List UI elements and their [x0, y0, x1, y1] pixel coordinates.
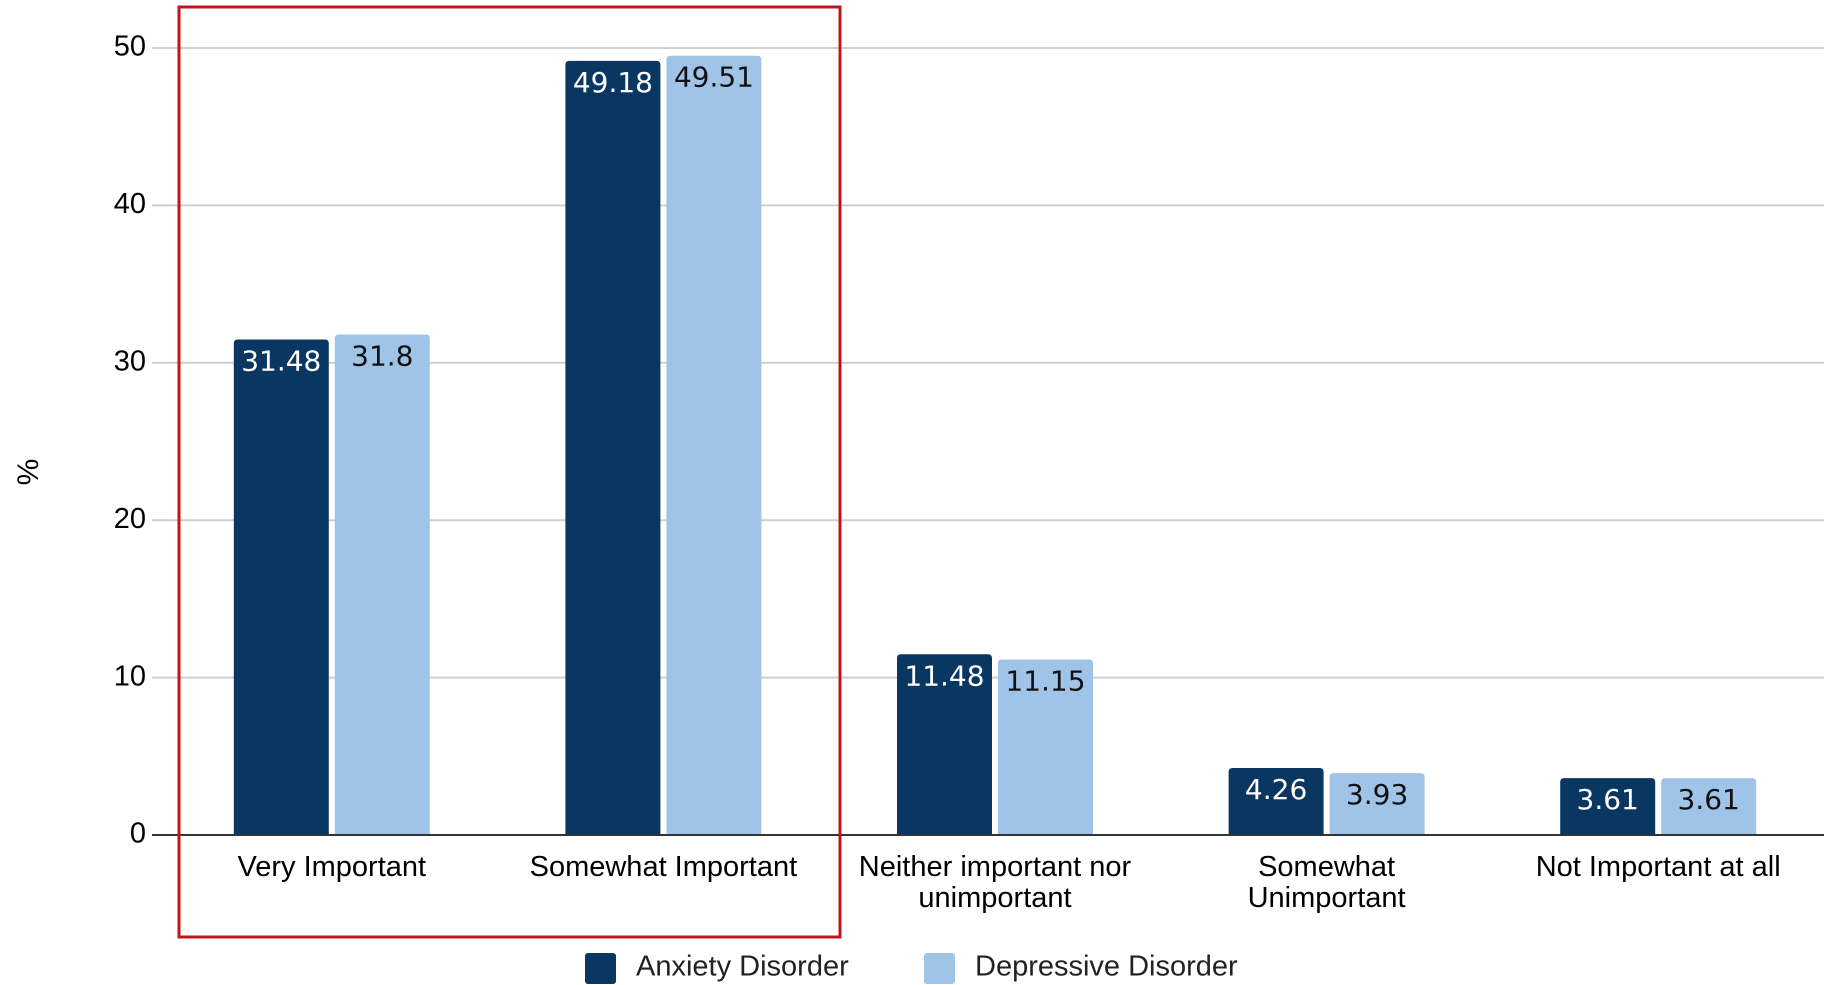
- y-axis-title: %: [12, 459, 45, 486]
- bar: [998, 659, 1093, 835]
- data-label: 3.61: [1678, 783, 1740, 816]
- bar: [1661, 778, 1757, 835]
- x-category-label: Somewhat: [1258, 851, 1395, 883]
- y-tick-label: 20: [114, 503, 146, 535]
- y-axis-ticks: 0 10 20 30 40 50: [114, 31, 166, 850]
- bar: [1560, 778, 1656, 835]
- legend: Anxiety Disorder Depressive Disorder: [585, 951, 1238, 984]
- x-category-label: Not Important at all: [1536, 851, 1781, 883]
- data-label: 49.18: [573, 66, 653, 99]
- y-tick-label: 40: [114, 188, 146, 220]
- x-category-label: unimportant: [918, 882, 1071, 914]
- y-tick-label: 30: [114, 345, 146, 377]
- legend-swatch: [585, 953, 616, 984]
- data-label: 31.8: [351, 339, 413, 372]
- highlight-box: [177, 5, 842, 939]
- y-tick-label: 10: [114, 660, 146, 692]
- gridlines: [166, 47, 1824, 679]
- bar: [666, 55, 762, 836]
- data-label: 11.48: [904, 659, 984, 692]
- data-label: 49.51: [674, 61, 754, 94]
- x-category-label: Very Important: [238, 851, 427, 883]
- bar: [233, 339, 329, 835]
- x-category-label: Unimportant: [1248, 882, 1406, 914]
- legend-label: Anxiety Disorder: [636, 951, 849, 983]
- data-label: 31.48: [241, 345, 321, 378]
- bars: 31.48 31.8 49.18 49.51 11.48 11.15 4.26 3.93 3.6…: [233, 55, 1757, 836]
- y-tick-label: 0: [130, 818, 146, 850]
- data-label: 4.26: [1245, 773, 1307, 806]
- bar: [1329, 773, 1425, 835]
- x-category-label: Somewhat Important: [530, 851, 798, 883]
- bar: [1228, 767, 1324, 835]
- bar: [334, 334, 430, 835]
- data-label: 3.93: [1346, 778, 1408, 811]
- legend-label: Depressive Disorder: [975, 951, 1238, 983]
- data-label: 3.61: [1577, 783, 1639, 816]
- category-labels: Very Important Somewhat Important Neither …: [238, 851, 1781, 914]
- data-label: 11.15: [1005, 664, 1085, 697]
- bar: [565, 60, 661, 835]
- bar: [897, 654, 992, 835]
- y-tick-label: 50: [114, 31, 146, 63]
- legend-swatch: [924, 953, 955, 984]
- x-category-label: Neither important nor: [859, 851, 1132, 883]
